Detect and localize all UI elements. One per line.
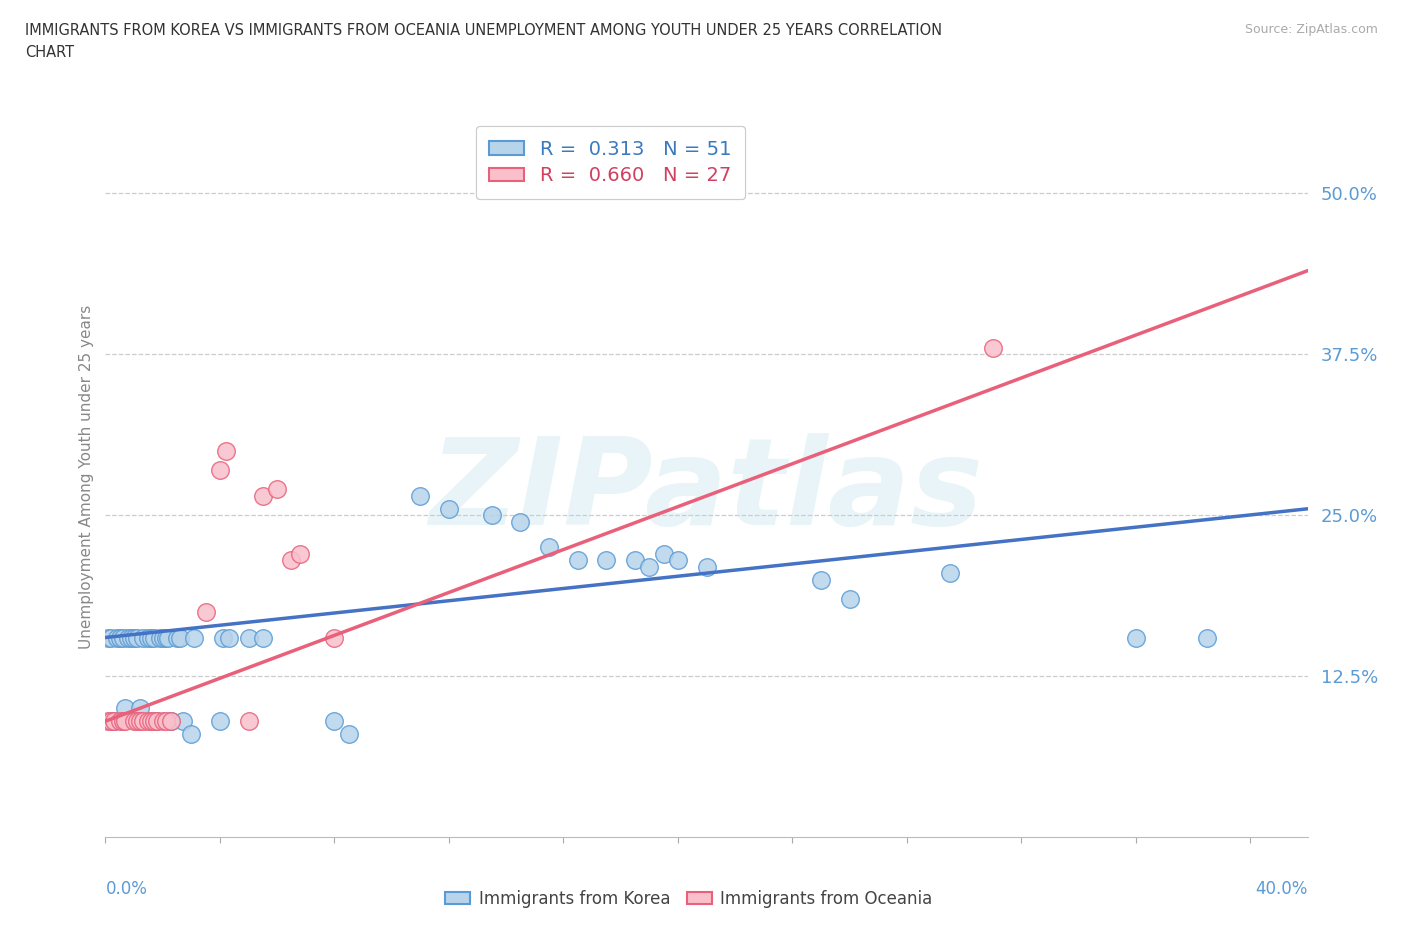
Point xyxy=(138,713,160,728)
Point xyxy=(252,630,274,644)
Point xyxy=(624,552,647,567)
Point xyxy=(128,713,150,728)
Point xyxy=(100,713,122,728)
Point xyxy=(481,508,503,523)
Point xyxy=(125,630,148,644)
Point xyxy=(218,630,240,644)
Point xyxy=(567,552,589,567)
Point xyxy=(538,540,561,555)
Point xyxy=(288,547,311,562)
Point xyxy=(141,713,163,728)
Point xyxy=(155,713,177,728)
Point xyxy=(122,630,145,644)
Text: ZIPatlas: ZIPatlas xyxy=(429,432,984,550)
Point xyxy=(146,713,169,728)
Point xyxy=(105,630,128,644)
Point xyxy=(152,630,174,644)
Text: IMMIGRANTS FROM KOREA VS IMMIGRANTS FROM OCEANIA UNEMPLOYMENT AMONG YOUTH UNDER : IMMIGRANTS FROM KOREA VS IMMIGRANTS FROM… xyxy=(25,23,942,38)
Point xyxy=(97,630,120,644)
Point xyxy=(128,701,150,716)
Point xyxy=(652,547,675,562)
Point xyxy=(114,701,136,716)
Point xyxy=(437,501,460,516)
Point xyxy=(172,713,194,728)
Point xyxy=(152,713,174,728)
Point xyxy=(166,630,188,644)
Point xyxy=(117,630,139,644)
Point xyxy=(157,630,180,644)
Point xyxy=(143,713,166,728)
Text: 0.0%: 0.0% xyxy=(105,880,148,898)
Point xyxy=(939,565,962,580)
Point xyxy=(120,630,142,644)
Point xyxy=(138,630,160,644)
Point xyxy=(141,630,163,644)
Point xyxy=(238,713,260,728)
Point xyxy=(838,591,860,606)
Text: CHART: CHART xyxy=(25,45,75,60)
Point xyxy=(146,713,169,728)
Point xyxy=(143,630,166,644)
Point xyxy=(131,713,153,728)
Point xyxy=(194,604,217,619)
Point xyxy=(208,713,231,728)
Point xyxy=(666,552,689,567)
Point xyxy=(323,713,346,728)
Point xyxy=(252,488,274,503)
Point xyxy=(323,630,346,644)
Point xyxy=(155,630,177,644)
Point xyxy=(160,713,183,728)
Point xyxy=(160,713,183,728)
Legend: R =  0.313   N = 51, R =  0.660   N = 27: R = 0.313 N = 51, R = 0.660 N = 27 xyxy=(475,126,745,199)
Point xyxy=(149,630,172,644)
Point xyxy=(122,713,145,728)
Point xyxy=(810,572,832,587)
Point xyxy=(238,630,260,644)
Point xyxy=(981,340,1004,355)
Point xyxy=(638,559,661,574)
Point xyxy=(169,630,191,644)
Point xyxy=(211,630,233,644)
Legend: Immigrants from Korea, Immigrants from Oceania: Immigrants from Korea, Immigrants from O… xyxy=(439,883,939,914)
Point xyxy=(214,444,236,458)
Point xyxy=(97,713,120,728)
Point xyxy=(108,713,131,728)
Point xyxy=(100,630,122,644)
Point xyxy=(266,482,288,497)
Point xyxy=(114,713,136,728)
Point xyxy=(103,713,125,728)
Point xyxy=(509,514,531,529)
Point xyxy=(108,630,131,644)
Point xyxy=(111,630,134,644)
Point xyxy=(1197,630,1219,644)
Text: Source: ZipAtlas.com: Source: ZipAtlas.com xyxy=(1244,23,1378,36)
Point xyxy=(409,488,432,503)
Point xyxy=(125,713,148,728)
Point xyxy=(595,552,617,567)
Y-axis label: Unemployment Among Youth under 25 years: Unemployment Among Youth under 25 years xyxy=(79,304,94,649)
Point xyxy=(1125,630,1147,644)
Point xyxy=(280,552,302,567)
Point xyxy=(180,726,202,741)
Point xyxy=(183,630,205,644)
Point xyxy=(131,630,153,644)
Text: 40.0%: 40.0% xyxy=(1256,880,1308,898)
Point xyxy=(111,713,134,728)
Point xyxy=(103,713,125,728)
Point xyxy=(696,559,718,574)
Point xyxy=(337,726,360,741)
Point xyxy=(208,463,231,478)
